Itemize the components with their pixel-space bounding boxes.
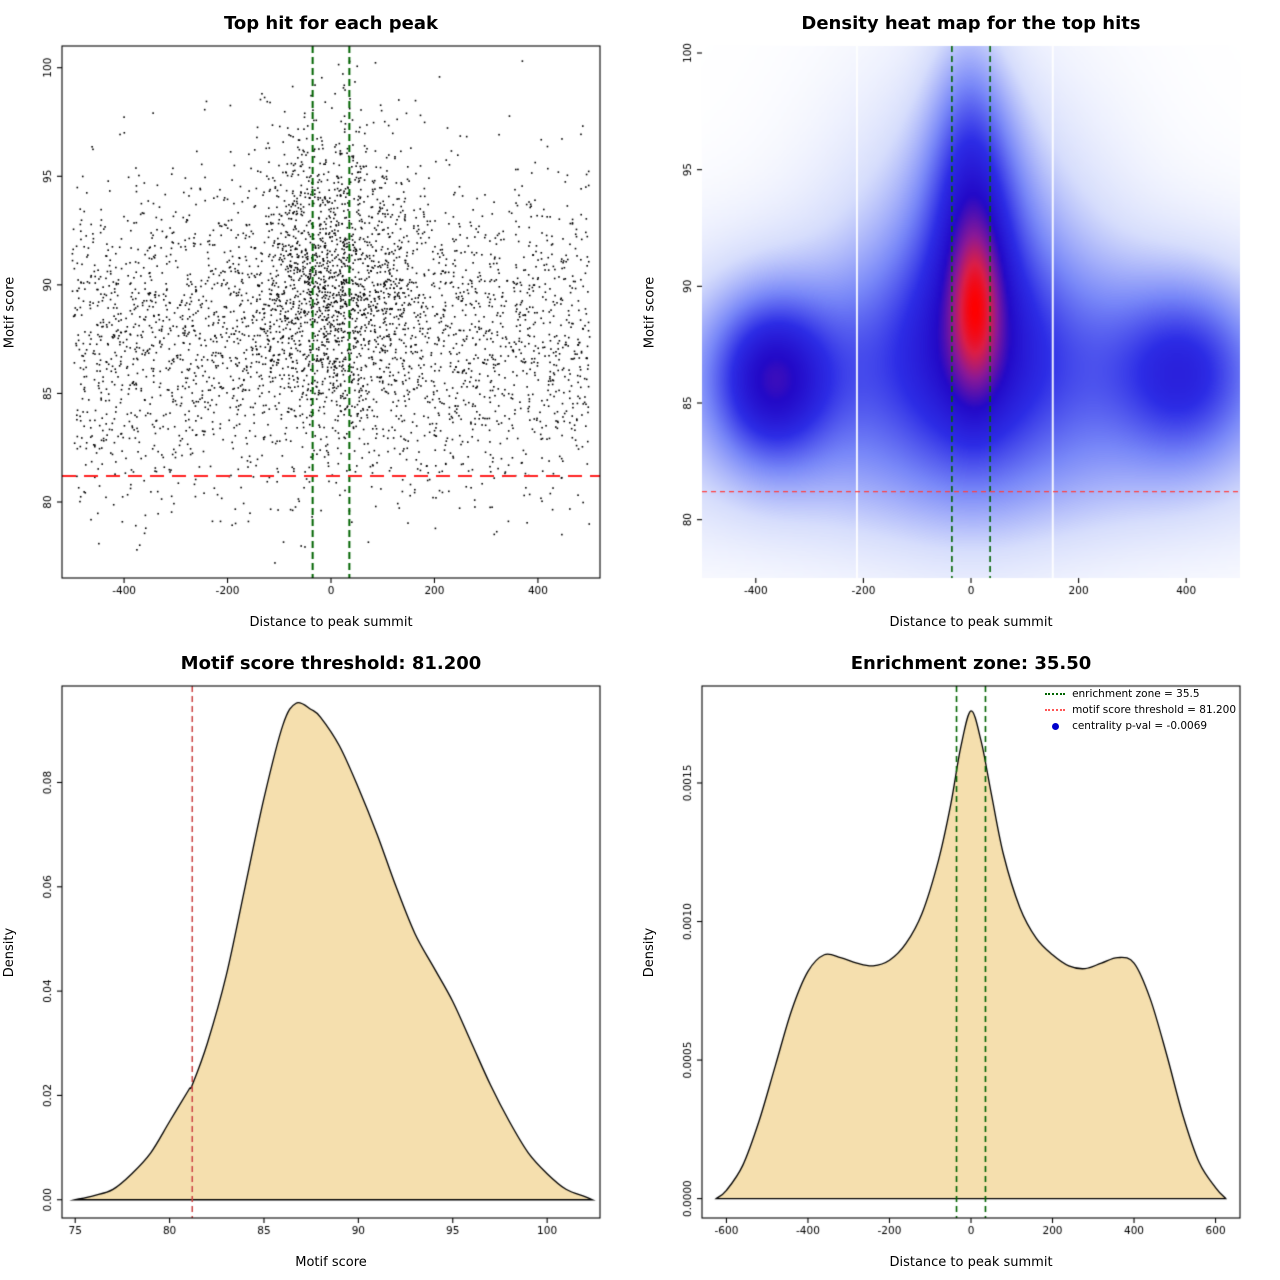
legend-label: motif score threshold = 81.200 — [1072, 704, 1236, 716]
score-density-canvas — [0, 640, 640, 1280]
distance-density-ylabel: Density — [640, 686, 660, 1218]
distance-density-xlabel: Distance to peak summit — [889, 1255, 1053, 1270]
heatmap-ylabel-text: Motif score — [642, 276, 658, 348]
legend-label: enrichment zone = 35.5 — [1072, 688, 1200, 700]
legend-item-enrichment-zone: enrichment zone = 35.5 — [1045, 688, 1236, 700]
heatmap-ylabel: Motif score — [640, 46, 660, 578]
distance-density-title: Enrichment zone: 35.50 — [850, 653, 1092, 674]
blue-dot-icon — [1052, 722, 1060, 730]
score-density-xlabel: Motif score — [295, 1255, 367, 1270]
score-density-title: Motif score threshold: 81.200 — [180, 653, 482, 674]
chart-legend: enrichment zone = 35.5 motif score thres… — [1045, 688, 1236, 732]
score-density-ylabel: Density — [0, 686, 20, 1218]
legend-label: centrality p-val = -0.0069 — [1072, 720, 1208, 732]
scatter-title: Top hit for each peak — [224, 13, 438, 34]
scatter-ylabel-text: Motif score — [2, 276, 18, 348]
green-dotted-line-icon — [1045, 693, 1066, 695]
score-density-ylabel-text: Density — [2, 927, 18, 977]
scatter-plot-canvas — [0, 0, 640, 640]
red-dotted-line-icon — [1045, 709, 1066, 711]
panel-distance-density: Enrichment zone: 35.50 Distance to peak … — [640, 640, 1280, 1280]
heatmap-title: Density heat map for the top hits — [801, 13, 1141, 34]
heatmap-xlabel: Distance to peak summit — [889, 615, 1053, 630]
scatter-xlabel: Distance to peak summit — [249, 615, 413, 630]
distance-density-canvas — [640, 640, 1280, 1280]
legend-item-centrality-pval: centrality p-val = -0.0069 — [1045, 720, 1236, 732]
panel-heatmap: Density heat map for the top hits Distan… — [640, 0, 1280, 640]
panel-score-density: Motif score threshold: 81.200 Motif scor… — [0, 640, 640, 1280]
legend-item-score-threshold: motif score threshold = 81.200 — [1045, 704, 1236, 716]
heatmap-canvas — [640, 0, 1280, 640]
scatter-ylabel: Motif score — [0, 46, 20, 578]
panel-scatter: Top hit for each peak Distance to peak s… — [0, 0, 640, 640]
distance-density-ylabel-text: Density — [642, 927, 658, 977]
